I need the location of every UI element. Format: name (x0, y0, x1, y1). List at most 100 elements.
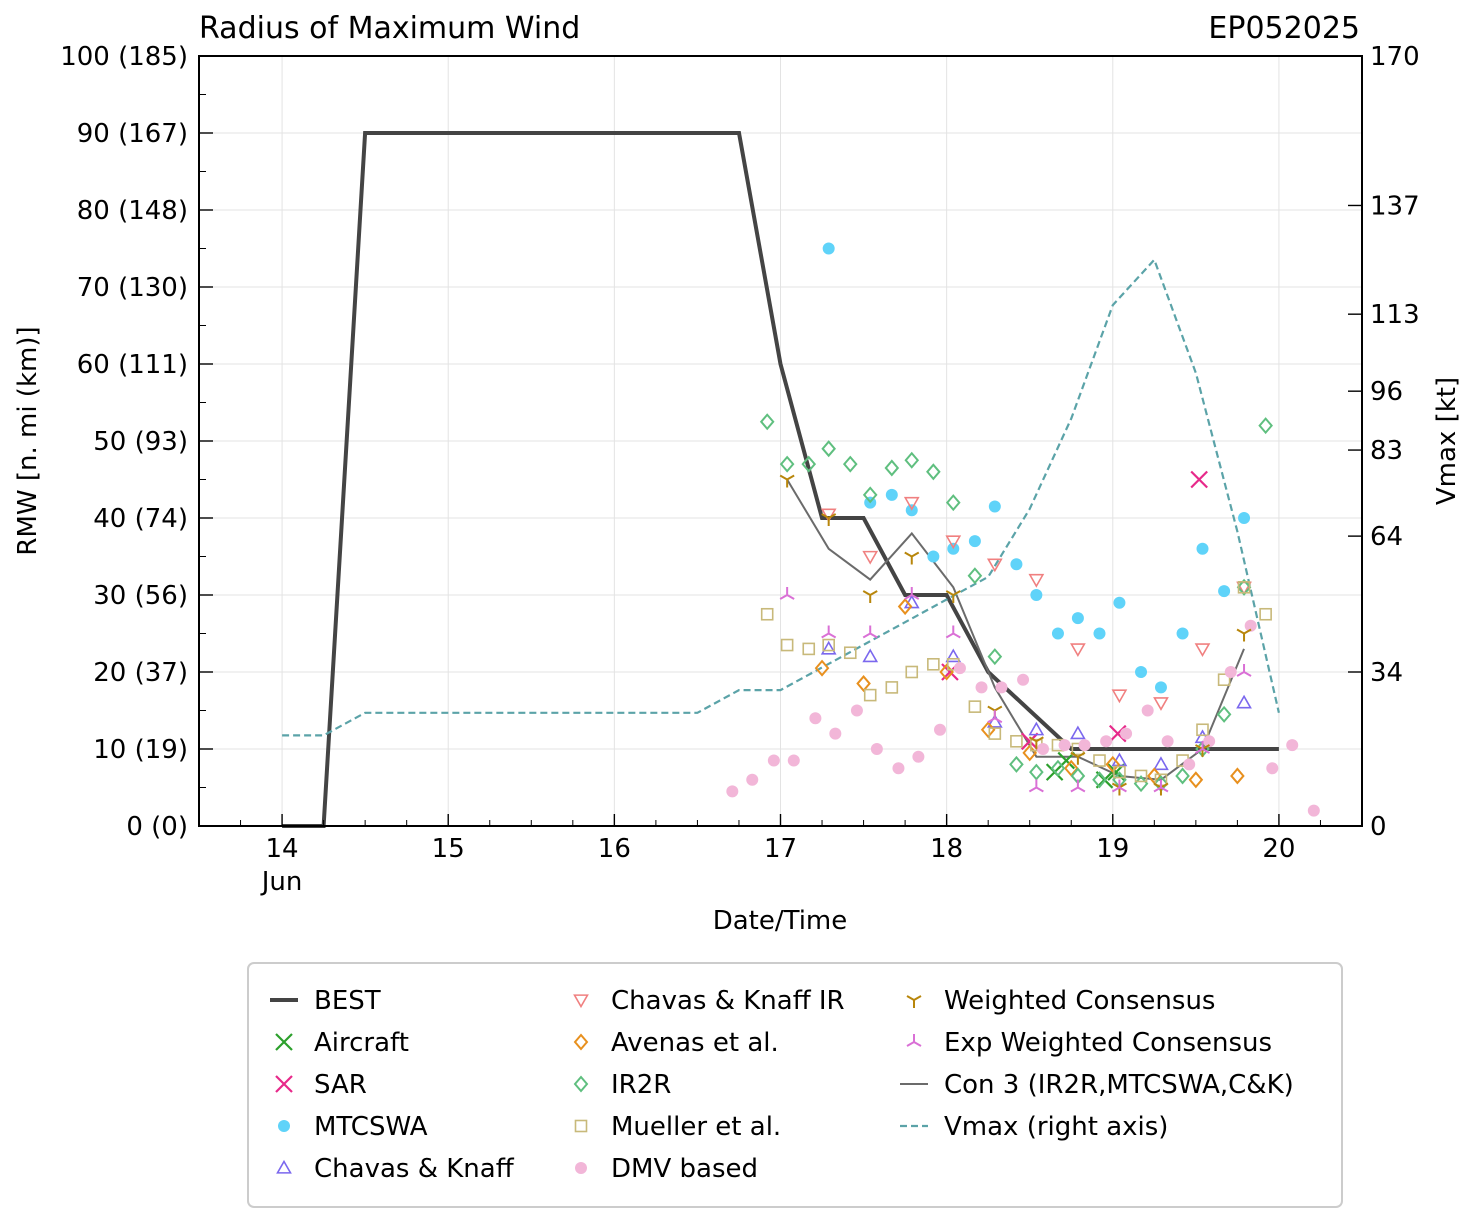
series-dmv-based (726, 619, 1320, 817)
mueller-et-al-point (780, 638, 794, 652)
sar-point (1108, 724, 1127, 743)
series-best (282, 131, 1279, 828)
mueller-et-al-point (822, 638, 835, 652)
dmv-based-point (1078, 739, 1091, 752)
dmv-based-point (1037, 743, 1050, 755)
y-right-tick-label: 96 (1370, 377, 1403, 407)
exp-weighted-consensus-point (1111, 779, 1127, 793)
legend-label: Chavas & Knaff IR (611, 986, 845, 1016)
chavas-knaff-point (1070, 725, 1086, 740)
exp-weighted-consensus-point (821, 625, 837, 639)
ir2r-point (1050, 759, 1066, 777)
weighted-consensus-point (1195, 744, 1210, 757)
weighted-consensus-point (821, 513, 837, 526)
chavas-knaff-ir-point (1111, 689, 1128, 704)
dmv-based-point (912, 750, 925, 763)
dmv-based-point (1017, 673, 1030, 686)
legend-label: Chavas & Knaff (314, 1154, 515, 1184)
y-tick-label: 40 (74) (93, 504, 188, 534)
dmv-based-point (1120, 727, 1133, 740)
avenas-et-al-point (1230, 767, 1245, 785)
mtcswa-point (1051, 627, 1064, 640)
y-axis-right-label: Vmax [kt] (1432, 377, 1462, 505)
ir2r-point (926, 463, 941, 481)
x-tick-label: 19 (1096, 834, 1129, 864)
y-right-tick-label: 113 (1370, 300, 1420, 330)
dmv-based-point (767, 754, 780, 767)
chavas-knaff-point (1111, 752, 1128, 767)
chavas-knaff-point (1236, 694, 1252, 709)
ir2r-point (1092, 771, 1107, 789)
legend-item-aircraft: Aircraft (275, 1028, 409, 1058)
y-tick-label: 90 (167) (77, 119, 188, 149)
legend-symbol (275, 1075, 293, 1093)
legend-symbol (276, 1159, 292, 1174)
con-3-ir2r-mtcswa-c-k-line (786, 478, 1245, 781)
mtcswa-point (822, 242, 835, 255)
x-tick-label: 15 (432, 834, 465, 864)
ir2r-point (1258, 417, 1273, 435)
ir2r-point (1216, 705, 1232, 723)
vmax-right-axis-line (282, 257, 1280, 737)
y-tick-label: 100 (185) (60, 42, 188, 72)
y-axis-label: RMW [n. mi (km)] (13, 326, 43, 555)
legend-item-exp-weighted-consensus: Exp Weighted Consensus (906, 1028, 1272, 1058)
best-line (282, 131, 1279, 828)
legend-item-sar: SAR (275, 1070, 367, 1100)
series-con-3-ir2r-mtcswa-c-k (786, 478, 1245, 781)
mtcswa-point (1071, 612, 1084, 625)
weighted-consensus-point (779, 474, 795, 488)
legend-item-mtcswa: MTCSWA (278, 1112, 428, 1142)
mueller-et-al-point (1196, 723, 1209, 737)
ir2r-point (821, 440, 836, 458)
legend-symbol (275, 1033, 293, 1051)
mueller-et-al-point (760, 607, 774, 621)
mtcswa-point (1010, 558, 1023, 571)
legend-symbol (278, 1120, 290, 1132)
mueller-et-al-point (885, 681, 899, 694)
exp-weighted-consensus-point (1153, 779, 1169, 793)
legend-symbol (906, 995, 922, 1008)
exp-weighted-consensus-point (1195, 741, 1210, 754)
legend-item-chavas-knaff-ir: Chavas & Knaff IR (573, 986, 845, 1016)
mtcswa-point (1113, 596, 1126, 609)
mueller-et-al-point (1217, 673, 1231, 687)
legend-label: IR2R (611, 1070, 671, 1100)
mtcswa-point (1154, 681, 1167, 694)
dmv-based-point (1203, 735, 1216, 748)
dmv-based-point (1244, 619, 1257, 632)
legend-item-best: BEST (270, 986, 381, 1016)
chavas-knaff-point (1028, 721, 1045, 736)
ir2r-point (1029, 763, 1044, 781)
mueller-et-al-point (988, 727, 1002, 740)
legend-label: BEST (314, 986, 381, 1016)
y-tick-label: 20 (37) (93, 658, 188, 688)
mtcswa-point (885, 488, 898, 501)
dmv-based-point (726, 785, 739, 798)
mueller-et-al-point (1237, 580, 1251, 594)
mueller-et-al-point (1010, 734, 1023, 748)
y-right-tick-label: 64 (1370, 522, 1403, 552)
weighted-consensus-point (1028, 736, 1044, 750)
dmv-based-point (1100, 735, 1113, 748)
exp-weighted-consensus-point (987, 710, 1003, 724)
weighted-consensus-point (945, 590, 961, 603)
mueller-et-al-point (927, 657, 940, 671)
mtcswa-point (1030, 589, 1043, 601)
dmv-based-point (933, 723, 946, 736)
dmv-based-point (1224, 666, 1237, 678)
mtcswa-point (1238, 512, 1251, 524)
legend-label: MTCSWA (314, 1112, 428, 1142)
avenas-et-al-point (814, 659, 830, 677)
chavas-knaff-point (862, 648, 879, 663)
exp-weighted-consensus-point (1028, 779, 1044, 793)
ir2r-point (759, 413, 775, 431)
mtcswa-point (1196, 542, 1209, 555)
y-tick-label: 70 (130) (77, 273, 188, 303)
legend-label: Aircraft (314, 1028, 409, 1058)
chavas-knaff-ir-point (1070, 643, 1086, 658)
series-exp-weighted-consensus (779, 587, 1252, 793)
exp-weighted-consensus-point (1070, 779, 1086, 793)
legend-symbol (573, 994, 589, 1009)
